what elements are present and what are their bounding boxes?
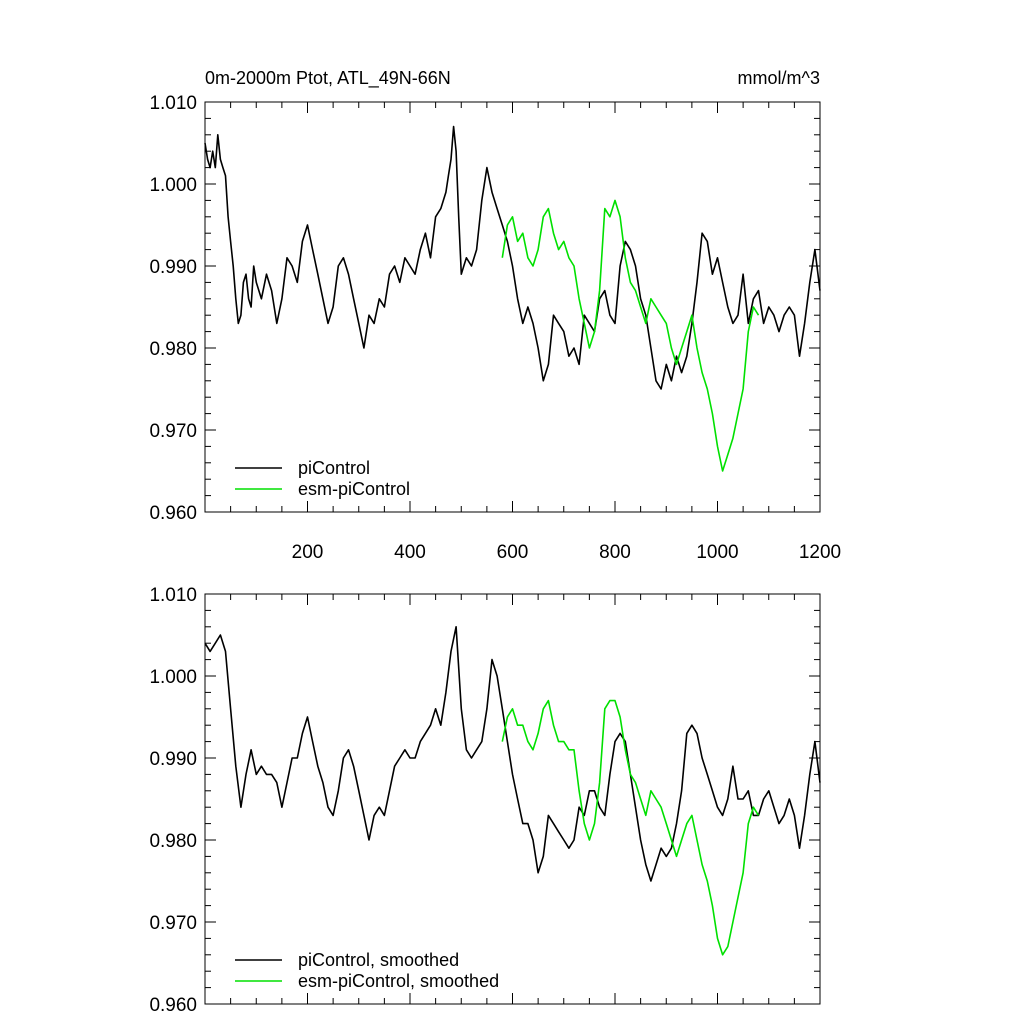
x-tick-label: 400 bbox=[394, 542, 426, 563]
series-line-picontrol bbox=[204, 125, 821, 390]
x-tick-label: 1200 bbox=[799, 542, 841, 563]
y-tick-label: 0.980 bbox=[149, 831, 197, 852]
legend-label: piControl bbox=[298, 458, 370, 478]
y-tick-label: 0.970 bbox=[149, 421, 197, 442]
y-tick-label: 0.960 bbox=[149, 995, 197, 1016]
series-line-esm-picontrol bbox=[501, 199, 760, 472]
legend-label: esm-piControl bbox=[298, 479, 410, 499]
chart-panel-2: 1.010 1.000 0.990 0.980 0.970 0.960 piControl,… bbox=[149, 585, 821, 1016]
chart-panel-1: 1.010 1.000 0.990 0.980 0.970 0.960 200 400 600 8… bbox=[149, 93, 841, 563]
y-tick-label: 0.970 bbox=[149, 913, 197, 934]
x-tick-label: 1000 bbox=[696, 542, 738, 563]
y-tick-label: 1.000 bbox=[149, 175, 197, 196]
x-tick-label: 800 bbox=[599, 542, 631, 563]
y-tick-label: 0.980 bbox=[149, 339, 197, 360]
figure-title: 0m-2000m Ptot, ATL_49N-66N bbox=[205, 68, 451, 89]
series-line-picontrol bbox=[204, 625, 821, 882]
x-tick-label: 600 bbox=[497, 542, 529, 563]
legend-label: piControl, smoothed bbox=[298, 950, 459, 970]
y-tick-label: 1.010 bbox=[149, 93, 197, 114]
chart-panels: 1.010 1.000 0.990 0.980 0.970 0.960 200 400 600 8… bbox=[149, 93, 841, 1016]
y-tick-label: 0.990 bbox=[149, 257, 197, 278]
x-tick-label: 200 bbox=[292, 542, 324, 563]
legend-label: esm-piControl, smoothed bbox=[298, 971, 499, 991]
y-tick-label: 0.990 bbox=[149, 749, 197, 770]
y-tick-label: 1.000 bbox=[149, 667, 197, 688]
y-tick-label: 1.010 bbox=[149, 585, 197, 606]
y-tick-label: 0.960 bbox=[149, 503, 197, 524]
series-line-esm-picontrol bbox=[501, 699, 760, 956]
figure-units: mmol/m^3 bbox=[738, 68, 820, 88]
